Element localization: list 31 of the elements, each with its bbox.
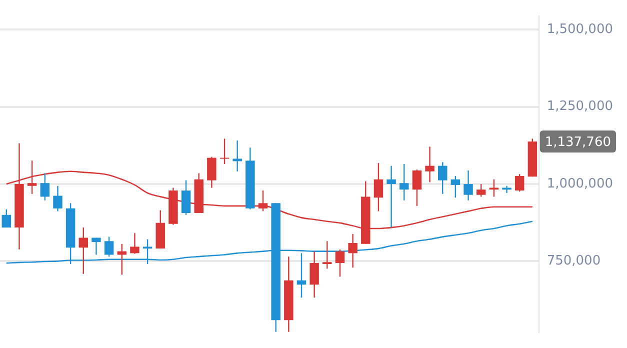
candlestick <box>374 162 384 212</box>
candlestick <box>310 250 319 298</box>
y-tick-label: 1,000,000 <box>546 176 614 192</box>
candlestick <box>386 165 396 228</box>
candlestick <box>425 146 434 183</box>
candlestick <box>322 240 332 270</box>
candlestick <box>207 156 216 188</box>
candlestick <box>348 233 358 268</box>
candlestick <box>476 183 486 198</box>
candlestick <box>232 140 242 172</box>
candlestick <box>438 162 448 195</box>
candlestick <box>104 236 114 258</box>
candlestick <box>412 168 422 207</box>
text: 1,137,760 <box>544 134 612 150</box>
candlestick <box>450 175 460 198</box>
candlestick <box>464 170 473 201</box>
candlestick <box>181 180 191 216</box>
candlestick <box>400 163 409 201</box>
candlestick <box>2 208 12 228</box>
candlestick <box>40 172 50 201</box>
candlestick <box>335 248 345 278</box>
y-tick-label: 1,250,000 <box>546 99 614 114</box>
candlestick <box>489 178 499 198</box>
y-tick-label: 750,000 <box>546 254 601 269</box>
candlestick <box>78 226 88 274</box>
y-tick-label: 1,500,000 <box>546 22 614 38</box>
candlestick <box>53 185 62 212</box>
candlestick <box>514 174 524 192</box>
candlestick <box>92 237 101 256</box>
candlestick <box>130 232 140 254</box>
candlestick <box>258 190 268 212</box>
